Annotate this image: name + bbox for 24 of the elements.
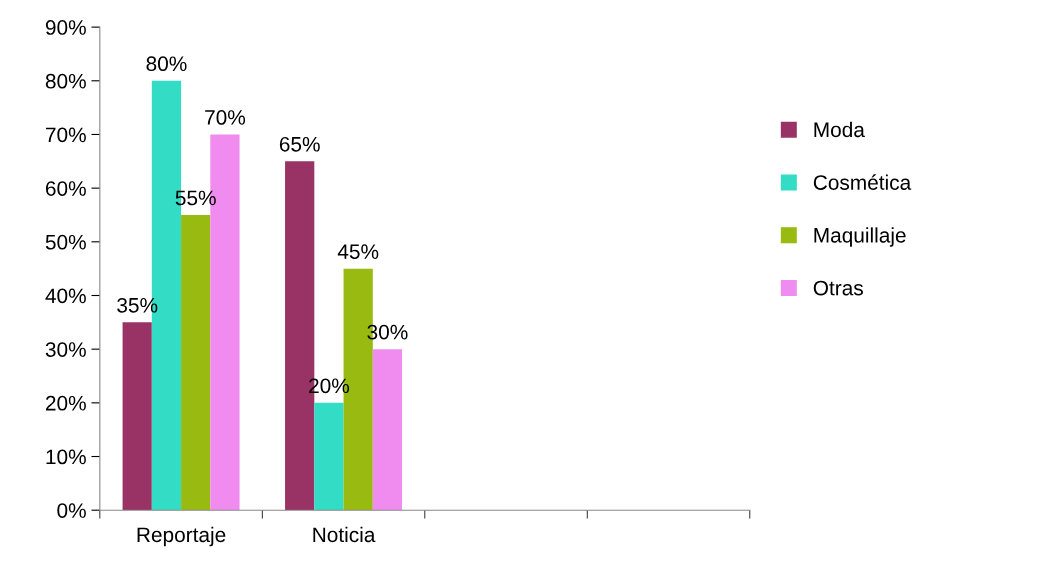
y-tick-label: 20% bbox=[45, 395, 86, 411]
y-tick-label: 10% bbox=[46, 449, 86, 465]
legend-label: Moda bbox=[814, 121, 865, 138]
y-tick-label: 60% bbox=[46, 181, 86, 196]
bar bbox=[372, 349, 403, 511]
bar bbox=[181, 214, 211, 511]
data-label: 45% bbox=[337, 244, 379, 259]
y-tick-label: 50% bbox=[45, 234, 86, 250]
data-label: 80% bbox=[146, 56, 187, 72]
bar bbox=[122, 322, 152, 511]
legend-label: Maquillaje bbox=[814, 227, 906, 247]
data-label: 70% bbox=[205, 110, 246, 125]
y-tick-label: 80% bbox=[45, 73, 86, 89]
y-tick-label: 30% bbox=[45, 342, 86, 357]
data-label: 65% bbox=[279, 136, 320, 152]
y-tick-label: 70% bbox=[46, 127, 86, 143]
y-tick-label: 40% bbox=[45, 288, 86, 304]
legend-label: Otras bbox=[813, 280, 863, 296]
y-tick-label: 90% bbox=[45, 20, 86, 35]
bar bbox=[314, 402, 344, 511]
y-tick-label: 0% bbox=[57, 503, 86, 518]
legend-label: Cosmética bbox=[813, 174, 912, 190]
x-tick-label: Reportaje bbox=[137, 526, 226, 547]
x-tick-label: Noticia bbox=[313, 526, 376, 543]
